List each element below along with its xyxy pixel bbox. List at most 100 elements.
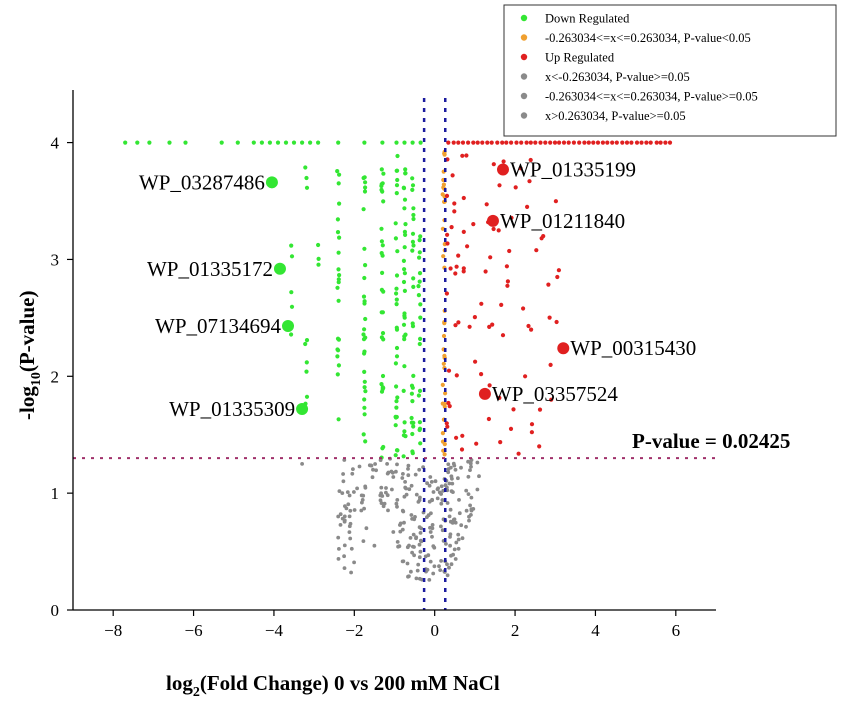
data-point <box>362 275 367 281</box>
data-point <box>444 542 448 546</box>
data-point <box>453 323 458 328</box>
x-axis-title-subscript: 2 <box>193 685 200 700</box>
data-point <box>418 140 423 145</box>
data-point <box>362 369 367 374</box>
data-point <box>429 480 434 484</box>
data-point <box>420 577 424 582</box>
data-point <box>496 228 501 233</box>
data-point <box>451 461 456 466</box>
x-tick-label: 2 <box>511 621 520 640</box>
data-point <box>441 333 447 339</box>
data-point <box>362 405 367 410</box>
data-point <box>417 271 423 276</box>
data-point <box>448 465 453 470</box>
data-point <box>394 286 399 291</box>
data-point <box>525 204 530 209</box>
data-point <box>561 140 567 145</box>
data-point <box>362 299 367 304</box>
data-point <box>427 483 432 488</box>
data-point <box>468 468 472 472</box>
data-point <box>340 516 345 521</box>
data-point <box>411 532 416 537</box>
data-point <box>402 337 407 342</box>
data-point <box>448 535 452 539</box>
data-point <box>467 324 472 329</box>
data-point <box>439 559 443 563</box>
data-point <box>410 176 415 181</box>
y-axis-title: -log10(P-value) <box>15 291 44 420</box>
data-point <box>428 559 433 564</box>
data-point <box>362 246 367 251</box>
data-point <box>648 140 653 145</box>
data-point <box>454 264 459 269</box>
x-axis-title-suffix: (Fold Change) 0 vs 200 mM NaCl <box>200 671 500 695</box>
data-point <box>379 335 384 340</box>
data-point <box>435 496 440 501</box>
data-point <box>335 285 340 290</box>
data-point <box>361 493 366 498</box>
data-point <box>381 444 386 450</box>
data-point <box>300 462 304 466</box>
data-point <box>442 321 447 326</box>
gene-label: WP_01335199 <box>510 157 636 181</box>
data-point <box>374 468 378 473</box>
data-point <box>400 527 405 532</box>
data-point <box>518 166 523 171</box>
data-point <box>533 140 538 145</box>
data-point <box>466 492 471 496</box>
y-axis-title-subscript: 10 <box>29 372 44 386</box>
data-point <box>454 540 459 545</box>
data-point <box>219 140 224 145</box>
data-point <box>441 361 446 366</box>
data-point <box>427 578 432 582</box>
data-point <box>509 140 514 145</box>
data-point <box>448 266 453 271</box>
data-point <box>363 439 368 444</box>
data-point <box>403 222 408 227</box>
gene-label: WP_01335172 <box>147 257 273 281</box>
data-point <box>644 140 649 145</box>
data-point <box>417 279 422 284</box>
data-point <box>529 422 535 427</box>
data-point <box>453 271 458 276</box>
data-point <box>456 532 461 537</box>
data-point <box>586 140 591 145</box>
data-point <box>394 384 399 389</box>
data-point <box>336 337 341 342</box>
data-point <box>411 212 416 218</box>
data-point <box>459 447 465 452</box>
y-tick-label: 2 <box>51 367 60 386</box>
data-point <box>514 140 519 145</box>
data-point <box>380 331 386 336</box>
data-point <box>466 140 471 145</box>
data-point <box>418 531 423 535</box>
data-point <box>251 140 256 145</box>
data-point <box>418 549 423 554</box>
data-point <box>571 140 577 145</box>
data-point <box>418 234 423 239</box>
gene-label: WP_01335309 <box>169 397 295 421</box>
data-point <box>504 140 509 145</box>
data-point <box>402 288 407 293</box>
data-point <box>362 349 367 354</box>
data-point <box>444 291 449 296</box>
data-point <box>464 153 469 158</box>
data-point <box>554 319 559 325</box>
data-point <box>147 140 152 145</box>
data-point <box>453 520 458 525</box>
data-point <box>442 404 447 409</box>
data-point <box>577 140 582 145</box>
data-point <box>491 226 496 232</box>
data-point <box>304 360 309 365</box>
data-point <box>400 476 405 480</box>
data-point <box>304 338 310 343</box>
data-point <box>469 464 473 469</box>
data-point <box>479 372 484 377</box>
data-point <box>488 255 493 260</box>
data-point <box>456 476 460 481</box>
data-point <box>394 469 398 474</box>
data-point <box>135 140 140 145</box>
data-point <box>450 481 455 486</box>
data-point <box>394 191 399 196</box>
